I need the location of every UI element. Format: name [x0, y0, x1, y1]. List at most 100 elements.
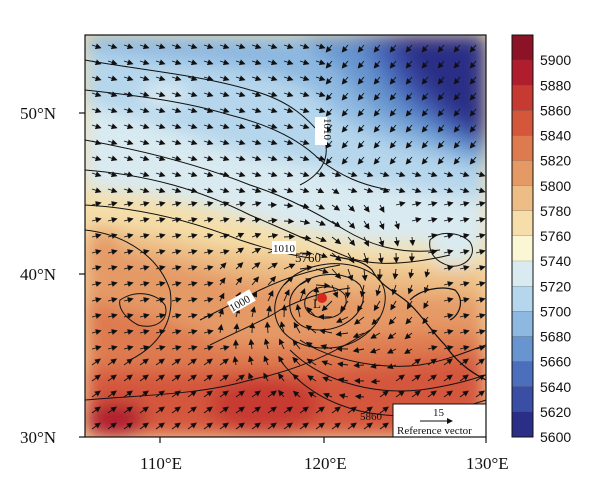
wind-vector	[322, 376, 333, 383]
wind-vector	[139, 171, 150, 178]
wind-vector	[437, 76, 445, 85]
wind-vector	[292, 356, 301, 366]
wind-vector	[235, 187, 246, 194]
wind-vector	[123, 345, 134, 351]
colorbar-label-5620: 5620	[540, 404, 571, 420]
wind-vector	[347, 406, 357, 414]
wind-vector	[263, 338, 270, 350]
wind-vector	[171, 249, 182, 255]
wind-vector	[107, 281, 118, 287]
wind-vector	[91, 107, 102, 114]
wind-vector	[219, 345, 230, 351]
wind-vector	[219, 43, 230, 50]
wind-vector	[363, 204, 370, 213]
wind-vector	[299, 107, 310, 114]
wind-vector	[379, 422, 389, 430]
wind-vector	[251, 155, 262, 162]
wind-vector	[340, 300, 349, 313]
wind-vector	[267, 187, 278, 194]
colorbar-swatch-5820	[512, 135, 533, 162]
wind-vector	[283, 202, 294, 209]
wind-vector	[459, 297, 470, 303]
wind-vector	[357, 108, 365, 117]
wind-vector	[299, 219, 311, 225]
wind-vector	[267, 139, 278, 146]
wind-vector	[250, 306, 257, 318]
colorbar-swatch-5740	[512, 236, 533, 262]
wind-vector	[377, 252, 384, 264]
wind-vector	[171, 75, 182, 82]
wind-vector	[373, 60, 381, 69]
wind-vector	[357, 60, 365, 69]
wind-vector	[123, 281, 134, 287]
wind-vector	[427, 345, 438, 351]
wind-vector	[405, 124, 413, 133]
wind-vector	[315, 282, 331, 289]
colorbar-swatch-5700	[512, 286, 533, 312]
contour-line	[429, 233, 473, 267]
wind-vector	[321, 360, 333, 366]
wind-vector	[315, 171, 326, 178]
wind-vector	[267, 171, 278, 178]
wind-vector	[219, 187, 230, 194]
wind-vector	[171, 281, 182, 287]
field-5780-patch	[87, 230, 123, 290]
wind-vector	[203, 171, 214, 178]
wind-vector	[395, 187, 406, 194]
wind-vector	[203, 406, 213, 414]
wind-vector	[388, 316, 397, 325]
wind-vector	[299, 123, 310, 130]
wind-vector	[299, 75, 310, 82]
wind-vector	[171, 187, 182, 194]
wind-vector	[279, 321, 286, 334]
wind-vector	[389, 76, 397, 85]
wind-vector	[251, 217, 262, 224]
wind-vector	[187, 313, 198, 319]
wind-vector	[263, 372, 269, 382]
colorbar-swatch-5760	[512, 210, 533, 237]
wind-vector	[91, 201, 102, 207]
wind-vector	[459, 187, 470, 194]
wind-vector	[91, 187, 102, 194]
wind-vector	[235, 155, 246, 162]
wind-vector	[139, 201, 150, 207]
wind-vector	[123, 139, 134, 146]
wind-vector	[171, 233, 182, 239]
wind-vector	[475, 265, 486, 271]
wind-vector	[475, 390, 485, 398]
wind-vector	[373, 108, 381, 117]
wind-vector	[203, 123, 214, 130]
wind-vector	[171, 265, 182, 271]
wind-vector	[107, 91, 118, 98]
wind-vector	[459, 201, 470, 207]
wind-vector	[459, 265, 470, 271]
wind-vector	[251, 248, 262, 254]
wind-vector	[171, 171, 182, 178]
wind-vector	[91, 249, 102, 255]
wind-vector	[404, 332, 413, 340]
wind-vector	[443, 390, 453, 398]
colorbar-label-5880: 5880	[540, 77, 571, 93]
wind-vector	[354, 393, 365, 400]
wind-vector	[292, 390, 301, 398]
wind-vector	[315, 236, 327, 243]
wind-vector	[341, 76, 349, 85]
wind-vector	[235, 139, 246, 146]
wind-vector	[331, 204, 341, 211]
wind-vector	[283, 155, 294, 162]
wind-vector	[469, 108, 477, 117]
wind-vector	[354, 316, 365, 325]
wind-vector	[219, 249, 230, 255]
wind-vector	[373, 140, 381, 149]
wind-vector	[347, 204, 356, 212]
wind-vector	[389, 108, 397, 117]
wind-vector	[267, 217, 278, 224]
wind-vector	[391, 284, 398, 296]
wind-vector	[373, 44, 381, 53]
wind-vector	[361, 268, 368, 282]
wind-vector	[267, 123, 278, 130]
wind-vector	[107, 123, 118, 130]
wind-vector	[91, 406, 101, 414]
wind-vector	[91, 390, 101, 398]
